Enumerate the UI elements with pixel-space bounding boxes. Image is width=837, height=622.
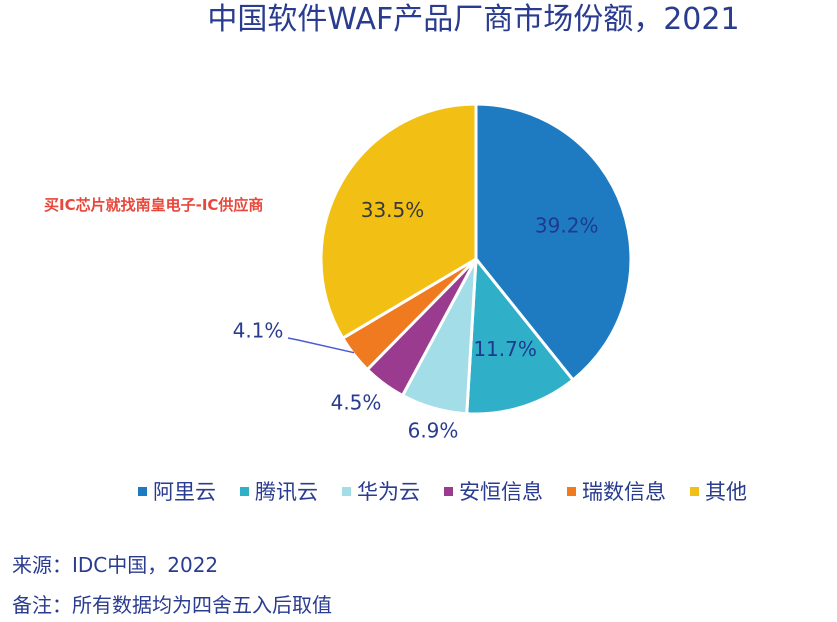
data-label-0: 39.2% xyxy=(535,214,599,238)
legend-item-others: 其他 xyxy=(690,476,747,506)
legend: 阿里云 腾讯云 华为云 安恒信息 瑞数信息 其他 xyxy=(138,476,747,506)
watermark-text: 买IC芯片就找南皇电子-IC供应商 xyxy=(44,196,264,214)
legend-label: 其他 xyxy=(705,480,747,504)
leader-line xyxy=(287,337,355,354)
legend-swatch xyxy=(567,486,576,496)
legend-item-huawei-cloud: 华为云 xyxy=(342,476,420,506)
data-label-1: 11.7% xyxy=(473,337,537,361)
data-label-4: 4.1% xyxy=(233,319,284,343)
data-label-3: 4.5% xyxy=(331,391,382,415)
legend-label: 阿里云 xyxy=(153,480,216,504)
legend-label: 华为云 xyxy=(357,480,420,504)
legend-item-ruishu: 瑞数信息 xyxy=(567,476,666,506)
legend-item-tencent-cloud: 腾讯云 xyxy=(240,476,318,506)
legend-item-anheng: 安恒信息 xyxy=(444,476,543,506)
chart-title: 中国软件WAF产品厂商市场份额，2021 xyxy=(207,2,740,37)
legend-swatch xyxy=(444,486,453,496)
pie-slice-0 xyxy=(474,102,633,383)
pie-slice-5 xyxy=(319,102,478,341)
pie-chart: 39.2% 11.7% 6.9% 4.5% 4.1% 33.5% xyxy=(233,102,633,443)
legend-swatch xyxy=(342,486,351,496)
data-label-5: 33.5% xyxy=(361,198,425,222)
legend-label: 腾讯云 xyxy=(255,480,318,504)
pie-slice-1 xyxy=(465,255,576,416)
source-text: 来源：IDC中国，2022 xyxy=(12,553,219,577)
legend-label: 安恒信息 xyxy=(459,480,543,504)
legend-swatch xyxy=(690,486,699,496)
legend-label: 瑞数信息 xyxy=(582,480,666,504)
data-label-2: 6.9% xyxy=(408,419,459,443)
note-text: 备注：所有数据均为四舍五入后取值 xyxy=(12,593,332,617)
legend-swatch xyxy=(138,486,147,496)
legend-swatch xyxy=(240,486,249,496)
legend-item-aliyun: 阿里云 xyxy=(138,476,216,506)
